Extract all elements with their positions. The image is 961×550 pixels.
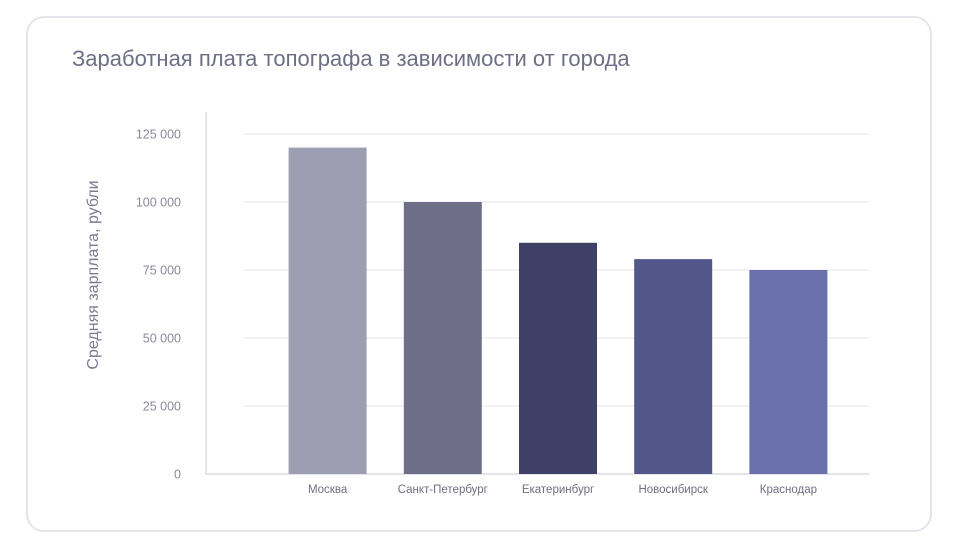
x-tick-label: Краснодар — [760, 484, 817, 496]
y-tick-label: 50 000 — [143, 332, 181, 346]
bar — [519, 242, 597, 474]
bar — [403, 202, 482, 474]
bar — [288, 147, 367, 474]
y-tick-label: 25 000 — [143, 400, 181, 414]
x-tick-label: Екатеринбург — [522, 484, 594, 496]
y-tick-label: 75 000 — [143, 264, 181, 278]
x-tick-label: Москва — [308, 484, 348, 496]
bar — [634, 259, 713, 474]
bar — [749, 270, 828, 474]
y-axis-title: Средняя зарплата, рубли — [85, 180, 102, 369]
y-tick-label: 0 — [174, 468, 181, 482]
chart-title: Заработная плата топографа в зависимости… — [72, 46, 630, 71]
x-tick-label: Санкт-Петербург — [398, 484, 488, 496]
y-tick-label: 100 000 — [136, 196, 181, 210]
bars — [288, 147, 828, 474]
y-tick-label: 125 000 — [136, 128, 181, 142]
x-tick-label: Новосибирск — [638, 484, 708, 496]
y-axis-ticks: 0 25 000 50 000 75 000 100 000 125 000 — [136, 128, 181, 482]
x-axis-labels: Москва Санкт-Петербург Екатеринбург Новосиб… — [308, 484, 817, 496]
